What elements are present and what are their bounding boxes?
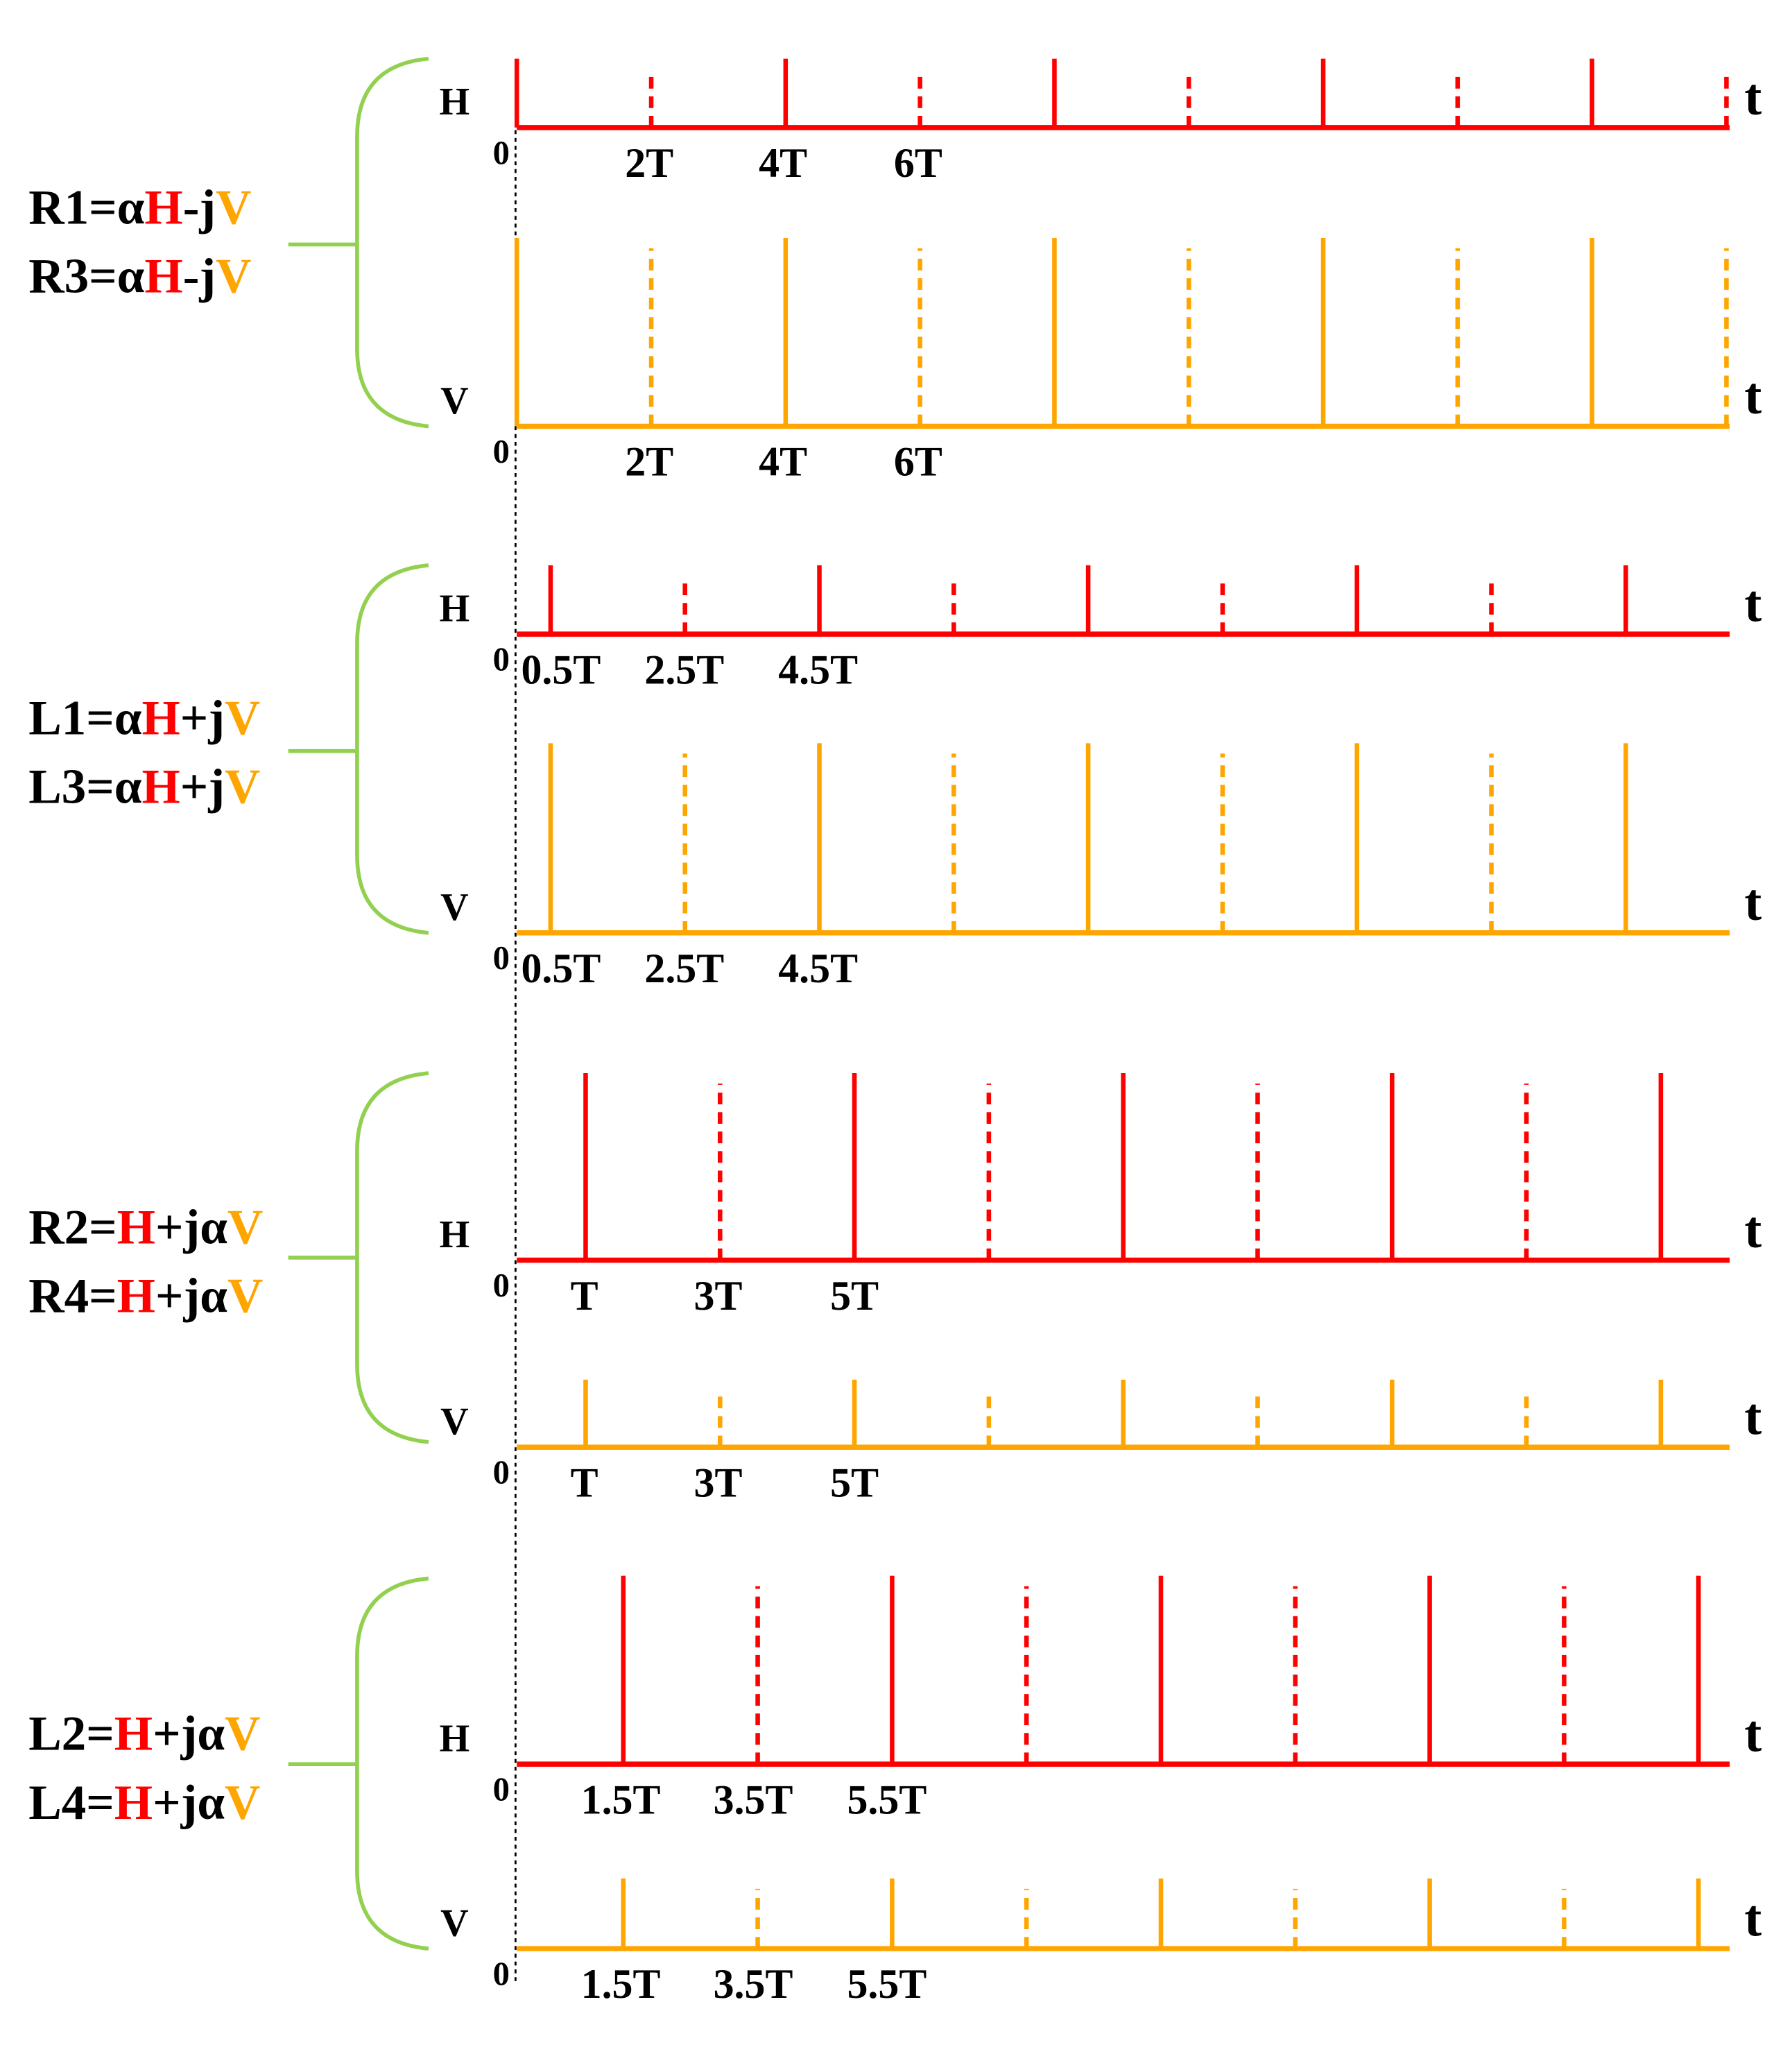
axis-label: H xyxy=(440,1717,470,1760)
tick-label: 3T xyxy=(694,1460,743,1505)
tick-label: 2.5T xyxy=(644,647,724,692)
tick-label: 1.5T xyxy=(581,1961,661,2007)
formula-part: H xyxy=(141,760,180,814)
origin-label: 0 xyxy=(493,1454,510,1491)
formula-part: H xyxy=(114,1707,153,1761)
formula-part: R2= xyxy=(28,1200,117,1254)
tick-label: 6T xyxy=(894,140,942,186)
formula: R3=αH-jV xyxy=(28,250,251,304)
formula-part: L3=α xyxy=(28,760,141,814)
tick-label: 2T xyxy=(625,439,673,485)
formula-part: V xyxy=(216,250,251,304)
time-label: t xyxy=(1744,69,1761,126)
formula-part: +jα xyxy=(155,1200,227,1254)
origin-label: 0 xyxy=(493,134,510,171)
formula-part: L4= xyxy=(28,1776,114,1830)
time-label: t xyxy=(1744,874,1761,932)
formula-part: -j xyxy=(183,250,216,304)
formula-part: H xyxy=(117,1200,155,1254)
formula-part: V xyxy=(225,691,260,745)
axis-label: V xyxy=(440,379,469,422)
formula-part: H xyxy=(144,180,182,234)
formula-part: -j xyxy=(183,180,216,234)
axis-label: V xyxy=(440,886,469,929)
origin-label: 0 xyxy=(493,1267,510,1304)
axis-label: V xyxy=(440,1401,469,1444)
formula: L2=H+jαV xyxy=(28,1707,260,1761)
axis-label: H xyxy=(440,1213,470,1256)
bracket xyxy=(355,563,429,935)
formula-part: +jα xyxy=(155,1269,227,1324)
formula-part: +j xyxy=(180,760,225,814)
time-label: t xyxy=(1744,1201,1761,1259)
formula-part: L2= xyxy=(28,1707,114,1761)
tick-label: 0.5T xyxy=(521,946,601,991)
formula-part: +jα xyxy=(153,1776,225,1830)
formula-part: V xyxy=(225,1707,260,1761)
origin-label: 0 xyxy=(493,433,510,470)
formula-part: +jα xyxy=(153,1707,225,1761)
formula-part: H xyxy=(141,691,180,745)
bracket xyxy=(355,56,429,429)
formula: L1=αH+jV xyxy=(28,691,260,745)
time-label: t xyxy=(1744,575,1761,633)
bracket xyxy=(355,1576,429,1951)
formula: L3=αH+jV xyxy=(28,760,260,814)
tick-label: 4T xyxy=(759,140,807,186)
formula-part: L1=α xyxy=(28,691,141,745)
formula-part: H xyxy=(144,250,182,304)
tick-label: 0.5T xyxy=(521,647,601,692)
formula: R4=H+jαV xyxy=(28,1269,263,1324)
time-label: t xyxy=(1744,368,1761,425)
formula-part: V xyxy=(227,1200,263,1254)
time-label: t xyxy=(1744,1890,1761,1947)
origin-label: 0 xyxy=(493,1955,510,1992)
formula: R1=αH-jV xyxy=(28,180,251,234)
formula-part: V xyxy=(225,760,260,814)
time-label: t xyxy=(1744,1705,1761,1763)
origin-label: 0 xyxy=(493,939,510,977)
tick-label: 4.5T xyxy=(778,946,858,991)
tick-label: 5.5T xyxy=(847,1961,927,2007)
tick-label: 4.5T xyxy=(778,647,858,692)
tick-label: 2T xyxy=(625,140,673,186)
tick-label: 4T xyxy=(759,439,807,485)
tick-label: 2.5T xyxy=(644,946,724,991)
formula: L4=H+jαV xyxy=(28,1776,260,1830)
formula-part: V xyxy=(227,1269,263,1324)
formula-part: H xyxy=(117,1269,155,1324)
tick-label: T xyxy=(571,1460,598,1505)
formula-part: +j xyxy=(180,691,225,745)
origin-label: 0 xyxy=(493,1771,510,1808)
bracket xyxy=(355,1071,429,1444)
axis-label: V xyxy=(440,1901,469,1944)
formula-part: H xyxy=(114,1776,153,1830)
tick-label: T xyxy=(571,1273,598,1319)
time-label: t xyxy=(1744,1389,1761,1446)
formula-part: R3=α xyxy=(28,250,144,304)
tick-label: 5T xyxy=(830,1273,879,1319)
tick-label: 3.5T xyxy=(714,1961,793,2007)
origin-label: 0 xyxy=(493,641,510,678)
axis-label: H xyxy=(440,587,470,630)
tick-label: 3T xyxy=(694,1273,743,1319)
tick-label: 1.5T xyxy=(581,1777,661,1822)
formula-part: V xyxy=(216,180,251,234)
tick-label: 5.5T xyxy=(847,1777,927,1822)
axis-label: H xyxy=(440,80,470,123)
tick-label: 6T xyxy=(894,439,942,485)
tick-label: 3.5T xyxy=(714,1777,793,1822)
formula: R2=H+jαV xyxy=(28,1200,263,1254)
tick-label: 5T xyxy=(830,1460,879,1505)
formula-part: V xyxy=(225,1776,260,1830)
formula-part: R4= xyxy=(28,1269,117,1324)
formula-part: R1=α xyxy=(28,180,144,234)
